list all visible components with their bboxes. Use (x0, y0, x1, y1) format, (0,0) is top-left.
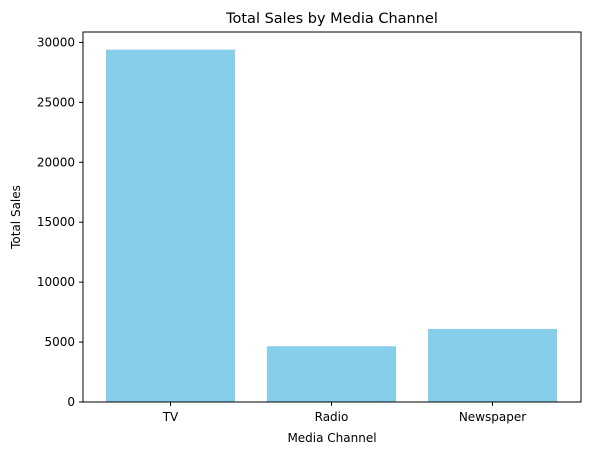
y-tick-label: 25000 (37, 95, 75, 109)
y-tick-label: 0 (67, 395, 75, 409)
y-axis-ticks: 0 5000 10000 15000 20000 25000 30000 (37, 35, 83, 409)
y-tick-label: 30000 (37, 35, 75, 49)
x-tick-label: Radio (315, 410, 349, 424)
x-axis-label: Media Channel (287, 431, 376, 445)
bar-radio (267, 346, 396, 402)
y-tick-label: 10000 (37, 275, 75, 289)
y-axis-label: Total Sales (9, 185, 23, 250)
x-axis-ticks: TV Radio Newspaper (162, 402, 526, 424)
bars (106, 50, 557, 402)
bar-newspaper (428, 329, 557, 402)
y-tick-label: 5000 (44, 335, 75, 349)
x-tick-label: Newspaper (459, 410, 526, 424)
chart-title: Total Sales by Media Channel (225, 11, 438, 27)
bar-tv (106, 50, 235, 402)
x-tick-label: TV (162, 410, 179, 424)
y-tick-label: 20000 (37, 155, 75, 169)
y-tick-label: 15000 (37, 215, 75, 229)
